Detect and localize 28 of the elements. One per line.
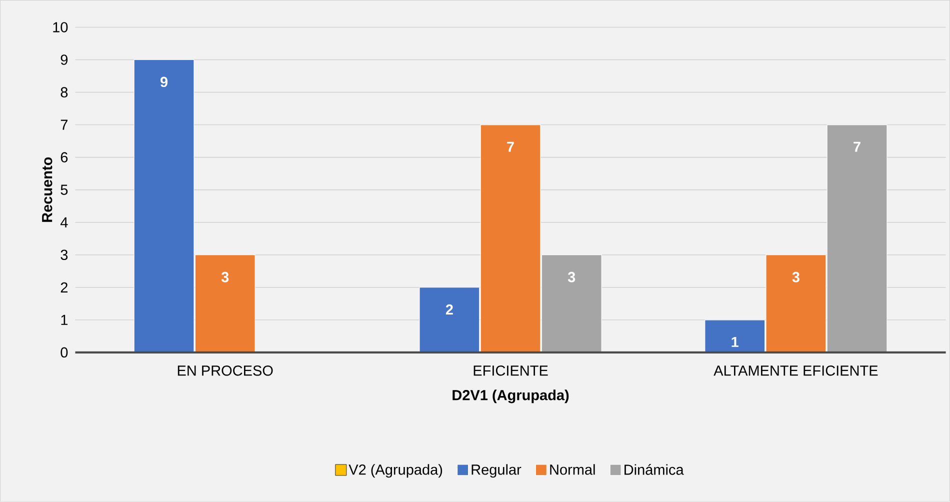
data-label: 2 bbox=[446, 304, 453, 315]
y-tick-label: 3 bbox=[60, 250, 68, 260]
y-tick-label: 8 bbox=[60, 87, 68, 98]
x-axis-title: D2V1 (Agrupada) bbox=[452, 390, 569, 404]
x-tick-label: EN PROCESO bbox=[178, 366, 273, 376]
x-tick-label: ALTAMENTE EFICIENTE bbox=[714, 366, 878, 376]
y-tick-label: 7 bbox=[60, 120, 68, 130]
data-label: 3 bbox=[568, 272, 576, 282]
y-axis-title: Recuento bbox=[42, 157, 52, 222]
data-label: 3 bbox=[792, 272, 800, 282]
data-label: 7 bbox=[854, 142, 860, 152]
legend-label: Dinámica bbox=[624, 464, 684, 476]
y-tick-label: 4 bbox=[60, 218, 68, 228]
legend-label: Normal bbox=[550, 464, 595, 475]
data-label: 3 bbox=[221, 272, 229, 282]
y-tick-label: 10 bbox=[53, 22, 68, 32]
y-tick-label: 2 bbox=[60, 282, 68, 293]
legend-label: V2 (Agrupada) bbox=[348, 464, 442, 478]
y-tick-label: 0 bbox=[60, 347, 68, 358]
legend-label: Regular bbox=[472, 464, 522, 478]
y-tick-label: 5 bbox=[60, 184, 68, 196]
data-label: 9 bbox=[160, 76, 168, 88]
y-tick-label: 6 bbox=[60, 152, 68, 163]
data-label: 7 bbox=[507, 142, 514, 152]
y-tick-label: 1 bbox=[61, 315, 68, 326]
data-label: 1 bbox=[732, 337, 738, 348]
y-tick-label: 9 bbox=[60, 54, 68, 66]
x-tick-label: EFICIENTE bbox=[474, 366, 548, 376]
